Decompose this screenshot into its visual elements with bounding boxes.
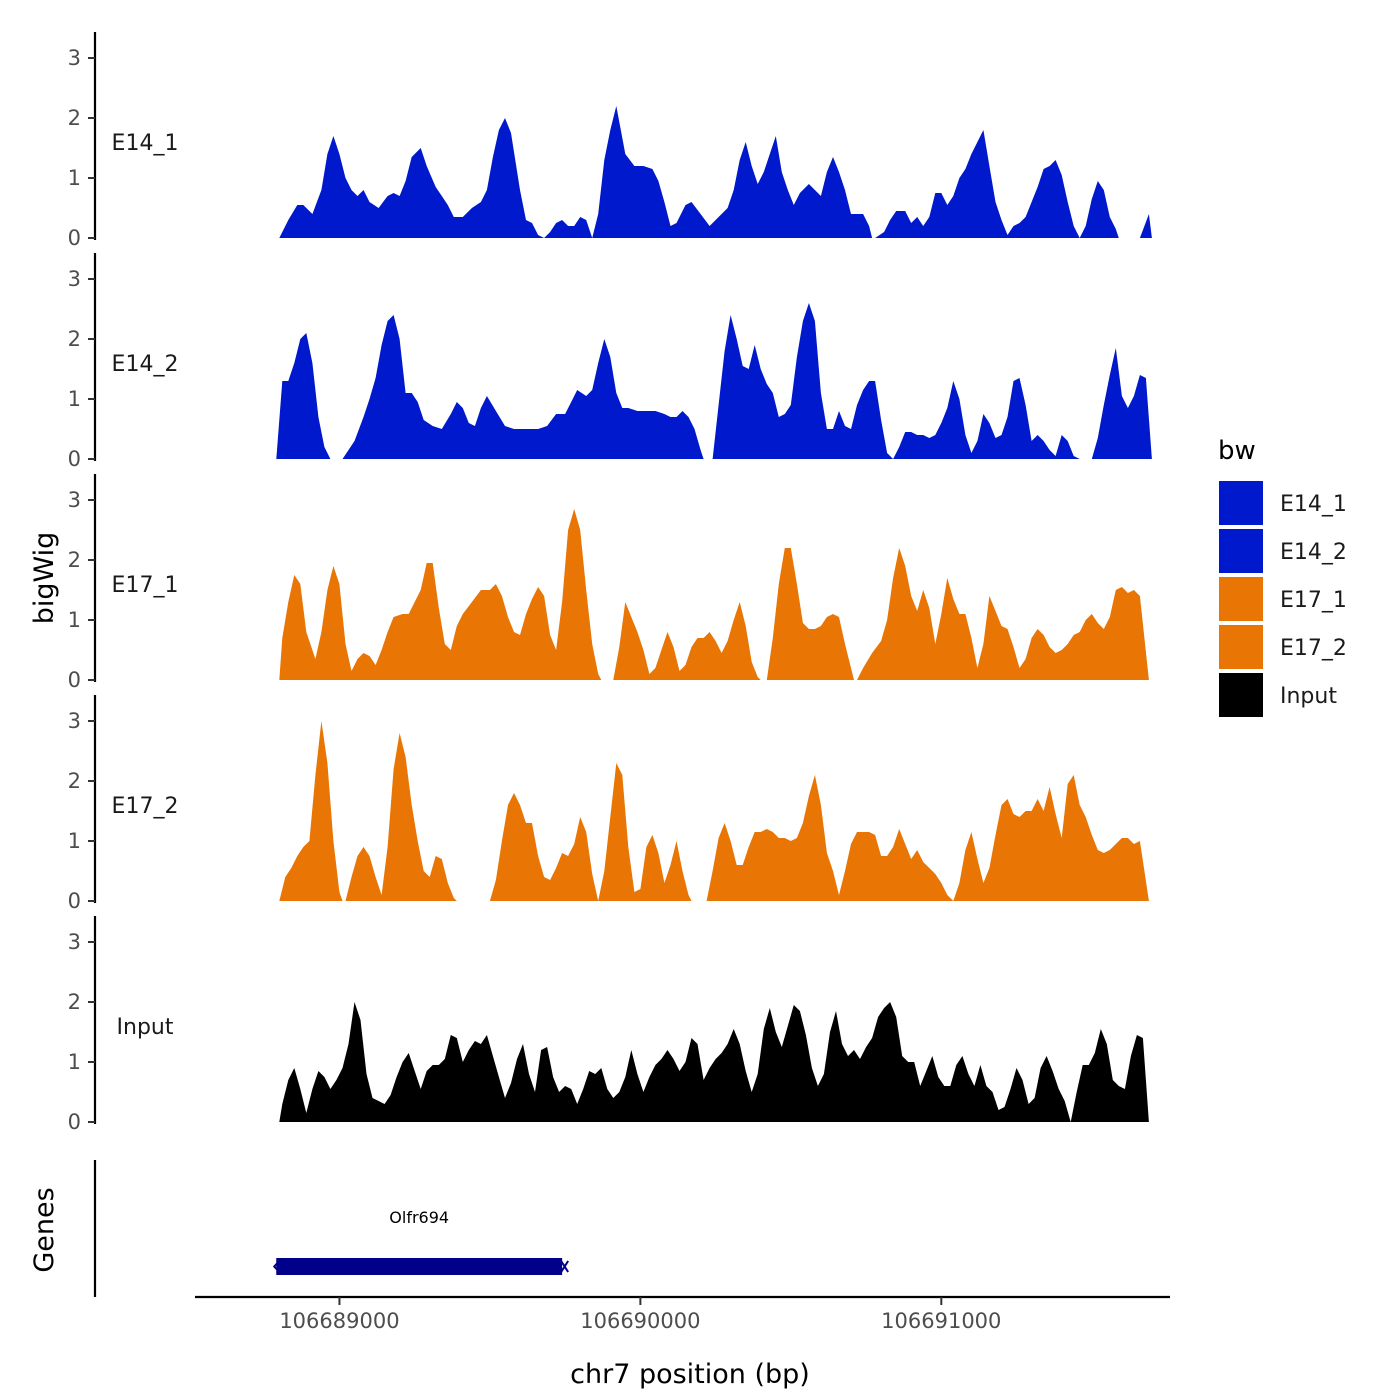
- track-label-e17-2: E17_2: [112, 794, 179, 819]
- coverage-area-e14-2: [712, 303, 1080, 459]
- y-tick-label: 1: [68, 1050, 81, 1074]
- coverage-area-e14-1: [1139, 214, 1152, 238]
- coverage-area-e14-1: [279, 106, 873, 238]
- legend-swatch: [1217, 671, 1265, 719]
- legend-item-e17-2: E17_2: [1217, 623, 1347, 671]
- y-tick-label: 0: [68, 447, 81, 471]
- coverage-area-e17-2: [345, 733, 457, 901]
- coverage-area-e14-2: [276, 333, 331, 459]
- y-tick-label: 3: [68, 930, 81, 954]
- y-axis-title: bigWig: [29, 532, 60, 625]
- coverage-area-e14-2: [1091, 348, 1152, 459]
- gene-label: Olfr694: [389, 1208, 449, 1227]
- y-tick-label: 3: [68, 46, 81, 70]
- coverage-tracks: 0 1 2 3 E14_1 0 1 2 3 E14_2 0 1 2 3 E17_1 0 1 2 3 E17_2 0 1 2 3…: [68, 32, 1152, 1134]
- legend-item-e14-2: E14_2: [1217, 527, 1347, 575]
- track-label-e14-1: E14_1: [112, 131, 179, 156]
- genes-track: Olfr694: [93, 1160, 569, 1297]
- coverage-area-e17-1: [613, 602, 761, 680]
- y-tick-label: 1: [68, 166, 81, 190]
- y-tick-label: 1: [68, 387, 81, 411]
- strand-arrow-right: [560, 1260, 569, 1273]
- y-tick-label: 2: [68, 548, 81, 572]
- y-tick-label: 0: [68, 1110, 81, 1134]
- coverage-area-e17-1: [766, 548, 854, 680]
- y-tick-label: 2: [68, 990, 81, 1014]
- legend-swatch: [1217, 575, 1265, 623]
- gene-olfr694: Olfr694: [272, 1208, 569, 1275]
- y-tick-label: 1: [68, 829, 81, 853]
- y-tick-label: 3: [68, 709, 81, 733]
- legend-item-input: Input: [1217, 671, 1337, 719]
- coverage-area-e17-2: [279, 721, 343, 901]
- legend-label: E17_1: [1280, 588, 1347, 613]
- track-e14-1: 0 1 2 3 E14_1: [68, 32, 1152, 250]
- track-e17-1: 0 1 2 3 E17_1: [68, 474, 1149, 692]
- coverage-area-e14-1: [875, 130, 1119, 238]
- gene-body: [276, 1258, 563, 1275]
- track-input: 0 1 2 3 Input: [68, 916, 1149, 1134]
- strand-arrow-left: [272, 1260, 280, 1273]
- coverage-area-e14-2: [342, 315, 704, 459]
- legend-swatch: [1217, 623, 1265, 671]
- legend-label: E17_2: [1280, 636, 1347, 661]
- x-axis: 106689000 106690000 106691000: [195, 1295, 1170, 1333]
- legend-label: Input: [1280, 684, 1337, 709]
- legend-title: bw: [1218, 436, 1256, 466]
- y-tick-label: 2: [68, 327, 81, 351]
- track-e17-2: 0 1 2 3 E17_2: [68, 695, 1149, 913]
- legend-swatch: [1217, 479, 1265, 527]
- y-tick-label: 0: [68, 889, 81, 913]
- genes-axis-title: Genes: [29, 1187, 60, 1272]
- legend-label: E14_2: [1280, 540, 1347, 565]
- coverage-area-e17-2: [489, 763, 692, 901]
- x-tick-label: 106691000: [881, 1309, 1001, 1333]
- legend: bw E14_1 E14_2 E17_1 E17_2 Input: [1217, 436, 1347, 719]
- y-tick-label: 1: [68, 608, 81, 632]
- coverage-area-e17-1: [857, 548, 1149, 680]
- legend-swatch: [1217, 527, 1265, 575]
- coverage-area-e17-2: [706, 775, 1149, 901]
- y-tick-label: 2: [68, 769, 81, 793]
- coverage-area-input: [279, 1002, 1149, 1122]
- y-tick-label: 0: [68, 668, 81, 692]
- x-tick-label: 106689000: [279, 1309, 399, 1333]
- track-label-e14-2: E14_2: [112, 352, 179, 377]
- legend-item-e14-1: E14_1: [1217, 479, 1347, 527]
- legend-label: E14_1: [1280, 492, 1347, 517]
- y-tick-label: 0: [68, 226, 81, 250]
- x-tick-label: 106690000: [580, 1309, 700, 1333]
- x-axis-title: chr7 position (bp): [570, 1359, 810, 1390]
- coverage-area-e17-1: [279, 509, 602, 680]
- track-e14-2: 0 1 2 3 E14_2: [68, 253, 1152, 471]
- y-tick-label: 2: [68, 106, 81, 130]
- legend-item-e17-1: E17_1: [1217, 575, 1347, 623]
- y-tick-label: 3: [68, 267, 81, 291]
- track-label-e17-1: E17_1: [112, 573, 179, 598]
- track-label-input: Input: [117, 1015, 174, 1040]
- y-tick-label: 3: [68, 488, 81, 512]
